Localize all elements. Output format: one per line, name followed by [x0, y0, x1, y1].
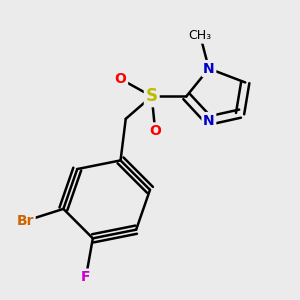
- Text: N: N: [203, 114, 215, 128]
- Text: CH₃: CH₃: [189, 29, 212, 42]
- Text: O: O: [115, 72, 127, 86]
- Text: O: O: [149, 124, 161, 138]
- Text: S: S: [146, 87, 158, 105]
- Text: F: F: [81, 270, 91, 284]
- Text: Br: Br: [16, 214, 34, 228]
- Text: N: N: [203, 61, 215, 76]
